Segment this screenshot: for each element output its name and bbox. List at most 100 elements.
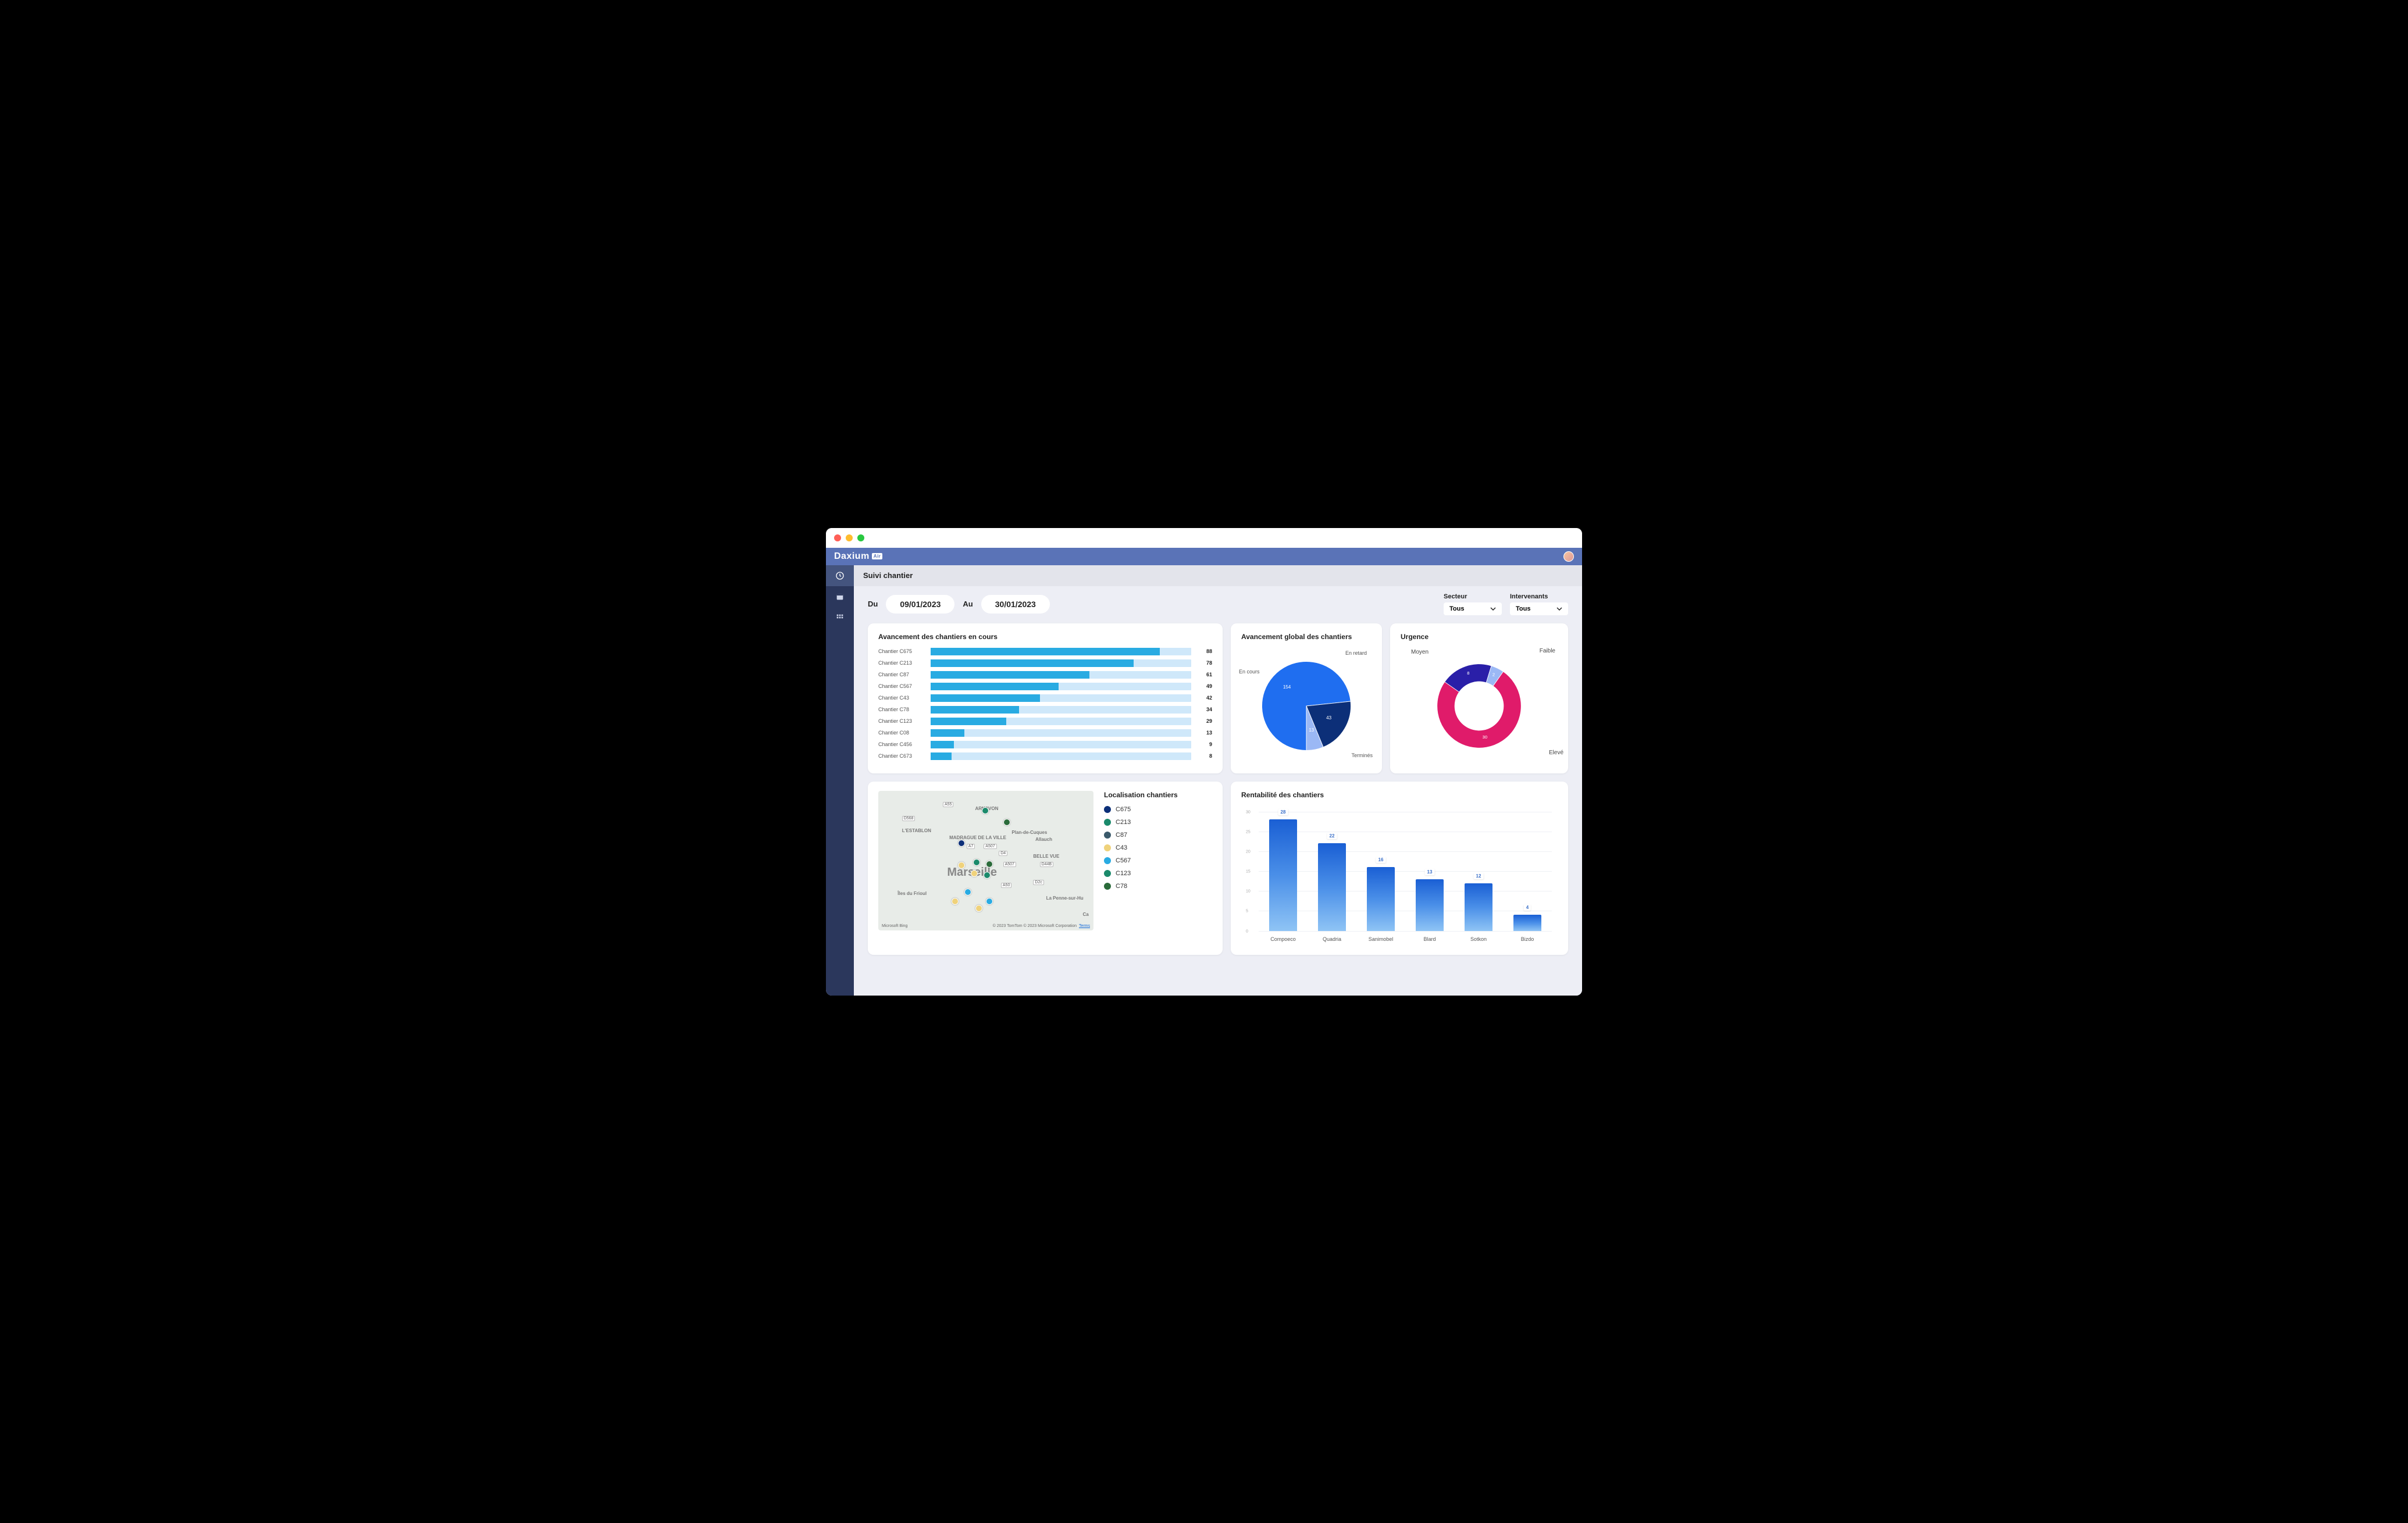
window-minimize-icon[interactable]	[846, 534, 853, 541]
bar-value: 16	[1376, 857, 1386, 863]
progress-bar-row: Chantier C78 34	[878, 706, 1212, 714]
bar-fill	[931, 694, 1040, 702]
avatar[interactable]	[1563, 551, 1574, 562]
bar-track	[931, 671, 1191, 679]
bar-track	[931, 752, 1191, 760]
legend-label: C43	[1116, 844, 1127, 851]
map[interactable]: Marseille Microsoft Bing © 2023 TomTom ©…	[878, 791, 1093, 930]
map-road-tag: A507	[984, 844, 996, 849]
chevron-down-icon	[1490, 606, 1496, 612]
bar[interactable]: 12	[1465, 883, 1492, 931]
map-marker[interactable]	[973, 859, 980, 866]
map-road-tag: D568	[902, 816, 916, 821]
nav-dashboard-icon[interactable]	[826, 565, 854, 586]
map-marker[interactable]	[1003, 819, 1010, 826]
map-road-tag: A55	[943, 802, 953, 807]
bar-value: 9	[1197, 741, 1212, 747]
donut-label-eleve: Elevé	[1549, 750, 1563, 756]
profitability-title: Rentabilité des chantiers	[1241, 791, 1558, 799]
row-2: Marseille Microsoft Bing © 2023 TomTom ©…	[868, 782, 1568, 955]
bar-track	[931, 741, 1191, 748]
global-progress-title: Avancement global des chantiers	[1241, 633, 1372, 641]
map-marker[interactable]	[958, 862, 965, 869]
bar[interactable]: 4	[1513, 915, 1541, 930]
intervenants-dropdown[interactable]: Tous	[1510, 602, 1568, 615]
bar-fill	[931, 741, 954, 748]
map-card: Marseille Microsoft Bing © 2023 TomTom ©…	[868, 782, 1223, 955]
map-place-label: BELLE VUE	[1033, 854, 1059, 859]
map-marker[interactable]	[986, 898, 993, 905]
legend-label: C567	[1116, 857, 1131, 864]
secteur-dropdown[interactable]: Tous	[1444, 602, 1502, 615]
bar-fill	[931, 659, 1134, 667]
bar-value: 88	[1197, 648, 1212, 654]
secteur-label: Secteur	[1444, 593, 1502, 600]
bar-fill	[931, 752, 952, 760]
brand-suffix: Air	[872, 553, 883, 559]
date-from-label: Du	[868, 600, 878, 608]
bar-value: 42	[1197, 695, 1212, 701]
donut-label-moyen: Moyen	[1411, 649, 1429, 655]
bar-label: Chantier C78	[878, 707, 925, 712]
legend-item[interactable]: C87	[1104, 832, 1212, 839]
bar[interactable]: 22	[1318, 843, 1346, 930]
map-terms-link[interactable]: Terms	[1079, 924, 1090, 928]
bar-track	[931, 683, 1191, 690]
legend-dot-icon	[1104, 806, 1111, 813]
gridline: 0	[1259, 931, 1552, 932]
bar[interactable]: 13	[1416, 879, 1444, 931]
date-from-input[interactable]: 09/01/2023	[886, 595, 954, 614]
bar-value: 13	[1197, 730, 1212, 736]
legend-item[interactable]: C43	[1104, 844, 1212, 851]
bar-fill	[931, 706, 1019, 714]
secteur-filter: Secteur Tous	[1444, 593, 1502, 615]
bar-label: Chantier C213	[878, 660, 925, 666]
bar[interactable]: 28	[1269, 819, 1297, 930]
map-road-tag: D44B	[1040, 862, 1054, 867]
intervenants-label: Intervenants	[1510, 593, 1568, 600]
nav-grid-icon[interactable]	[826, 607, 854, 628]
legend-item[interactable]: C213	[1104, 819, 1212, 826]
map-marker[interactable]	[984, 872, 991, 879]
legend-item[interactable]: C675	[1104, 806, 1212, 813]
map-marker[interactable]	[982, 807, 989, 814]
x-tick-label: Sotkon	[1461, 936, 1496, 942]
legend-item[interactable]: C78	[1104, 883, 1212, 890]
bar-track	[931, 648, 1191, 655]
chevron-down-icon	[1556, 606, 1562, 612]
urgency-card: Urgence 3082 Elevé Moyen Faible	[1390, 623, 1568, 773]
map-marker[interactable]	[952, 898, 959, 905]
progress-bar-row: Chantier C56749	[878, 683, 1212, 690]
map-road-tag: A7	[967, 844, 975, 849]
y-tick-label: 20	[1246, 850, 1251, 854]
bar[interactable]: 16	[1367, 867, 1395, 930]
progress-title: Avancement des chantiers en cours	[878, 633, 1212, 641]
svg-text:13: 13	[1309, 727, 1314, 733]
date-to-input[interactable]: 30/01/2023	[981, 595, 1050, 614]
map-marker[interactable]	[975, 905, 982, 912]
map-title: Localisation chantiers	[1104, 791, 1212, 799]
legend-item[interactable]: C123	[1104, 870, 1212, 877]
bar-value: 34	[1197, 707, 1212, 712]
profitability-card: Rentabilité des chantiers 051015202530 2…	[1231, 782, 1568, 955]
map-marker[interactable]	[986, 861, 993, 868]
map-marker[interactable]	[958, 840, 965, 847]
page-title: Suivi chantier	[854, 565, 1582, 586]
nav-calendar-icon[interactable]	[826, 586, 854, 607]
intervenants-filter: Intervenants Tous	[1510, 593, 1568, 615]
window-maximize-icon[interactable]	[857, 534, 864, 541]
map-marker[interactable]	[964, 889, 971, 896]
bar-value: 12	[1474, 873, 1484, 879]
app-body: Suivi chantier Du 09/01/2023 Au 30/01/20…	[826, 565, 1582, 996]
map-provider: Microsoft Bing	[882, 924, 907, 928]
donut-label-faible: Faible	[1540, 648, 1555, 654]
legend-item[interactable]: C567	[1104, 857, 1212, 864]
pie-label-enretard: En retard	[1345, 650, 1367, 656]
svg-text:43: 43	[1326, 715, 1331, 721]
map-road-tag: A50	[1001, 883, 1011, 888]
bar-fill	[931, 729, 964, 737]
progress-bar-row: Chantier C67588	[878, 648, 1212, 655]
window-close-icon[interactable]	[834, 534, 841, 541]
legend-dot-icon	[1104, 844, 1111, 851]
bar-label: Chantier C673	[878, 753, 925, 759]
